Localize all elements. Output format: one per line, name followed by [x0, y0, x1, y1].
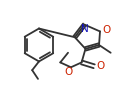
Text: O: O [103, 25, 111, 35]
Text: N: N [81, 23, 88, 34]
Text: O: O [65, 67, 73, 77]
Text: O: O [96, 61, 104, 71]
